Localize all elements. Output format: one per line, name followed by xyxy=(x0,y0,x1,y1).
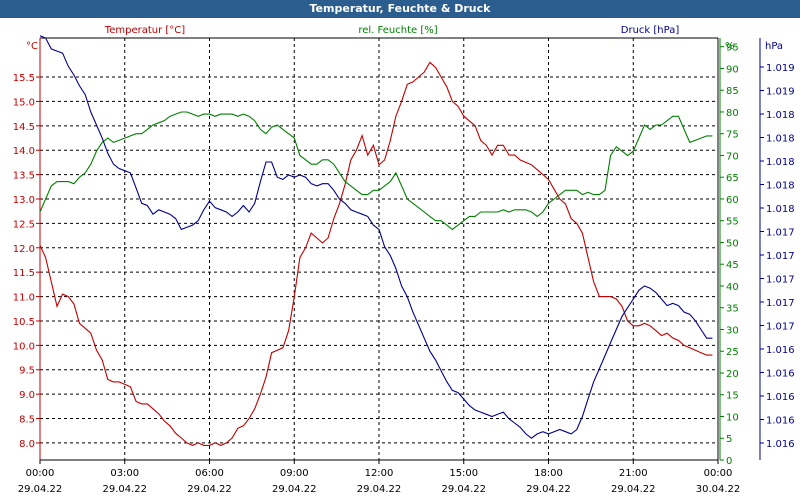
humidity-tick-label: 95 xyxy=(726,43,739,54)
x-tick-time-label: 00:00 xyxy=(26,468,55,479)
humidity-line xyxy=(39,111,713,231)
pressure-tick-label: 1.016 xyxy=(766,439,795,450)
x-tick-date-label: 29.04.22 xyxy=(611,484,656,495)
pressure-tick-label: 1.019 xyxy=(766,87,795,98)
temperature-tick-label: 14.0 xyxy=(13,146,35,157)
humidity-tick-label: 55 xyxy=(726,217,739,228)
x-tick-date-label: 29.04.22 xyxy=(102,484,147,495)
pressure-tick-label: 1.016 xyxy=(766,416,795,427)
temperature-tick-label: 14.5 xyxy=(13,122,35,133)
x-tick-time-label: 18:00 xyxy=(534,468,563,479)
pressure-tick-label: 1.017 xyxy=(766,322,795,333)
pressure-tick-label: 1.017 xyxy=(766,251,795,262)
humidity-tick-label: 65 xyxy=(726,173,739,184)
pressure-tick-label: 1.018 xyxy=(766,134,795,145)
tick-labels: 00:00 29.04.22 03:00 29.04.22 06:00 29.04.22 0… xyxy=(13,43,795,495)
humidity-tick-label: 20 xyxy=(726,369,739,380)
pressure-tick-label: 1.017 xyxy=(766,275,795,286)
pressure-tick-label: 1.016 xyxy=(766,369,795,380)
humidity-tick-label: 5 xyxy=(726,434,732,445)
x-tick-time-label: 21:00 xyxy=(619,468,648,479)
x-tick-time-label: 03:00 xyxy=(110,468,139,479)
temperature-tick-label: 11.0 xyxy=(13,293,35,304)
humidity-tick-label: 90 xyxy=(726,64,739,75)
x-tick-time-label: 12:00 xyxy=(365,468,394,479)
x-tick-date-label: 29.04.22 xyxy=(187,484,232,495)
temperature-tick-label: 12.0 xyxy=(13,244,35,255)
pressure-tick-label: 1.018 xyxy=(766,110,795,121)
x-tick-date-label: 30.04.22 xyxy=(696,484,741,495)
pressure-tick-label: 1.017 xyxy=(766,298,795,309)
humidity-tick-label: 75 xyxy=(726,130,739,141)
x-tick-date-label: 29.04.22 xyxy=(441,484,486,495)
humidity-tick-label: 10 xyxy=(726,412,739,423)
temperature-tick-label: 9.5 xyxy=(19,366,35,377)
humidity-tick-label: 60 xyxy=(726,195,739,206)
humidity-tick-label: 30 xyxy=(726,325,739,336)
humidity-tick-label: 25 xyxy=(726,347,739,358)
pressure-tick-label: 1.017 xyxy=(766,228,795,239)
x-tick-time-label: 09:00 xyxy=(280,468,309,479)
humidity-tick-label: 35 xyxy=(726,304,739,315)
legend-temperature: Temperatur [°C] xyxy=(104,25,185,36)
grid xyxy=(40,38,718,460)
humidity-tick-label: 50 xyxy=(726,238,739,249)
temperature-tick-label: 8.0 xyxy=(19,439,35,450)
window-titlebar: Temperatur, Feuchte & Druck xyxy=(0,0,800,18)
x-tick-time-label: 00:00 xyxy=(704,468,733,479)
temperature-tick-label: 15.5 xyxy=(13,73,35,84)
temperature-tick-label: 8.5 xyxy=(19,415,35,426)
series xyxy=(39,35,713,447)
temperature-tick-label: 12.5 xyxy=(13,219,35,230)
temperature-tick-label: 11.5 xyxy=(13,268,35,279)
temperature-tick-label: 15.0 xyxy=(13,97,35,108)
temperature-tick-label: 10.0 xyxy=(13,341,35,352)
x-tick-date-label: 29.04.22 xyxy=(526,484,571,495)
x-tick-date-label: 29.04.22 xyxy=(18,484,63,495)
x-tick-date-label: 29.04.22 xyxy=(357,484,402,495)
humidity-tick-label: 70 xyxy=(726,151,739,162)
humidity-axis-unit: % xyxy=(725,41,735,52)
temperature-tick-label: 13.5 xyxy=(13,171,35,182)
x-tick-time-label: 06:00 xyxy=(195,468,224,479)
pressure-axis-unit: hPa xyxy=(765,41,783,52)
pressure-tick-label: 1.016 xyxy=(766,345,795,356)
humidity-tick-label: 15 xyxy=(726,391,739,402)
temperature-tick-label: 9.0 xyxy=(19,390,35,401)
x-tick-time-label: 15:00 xyxy=(449,468,478,479)
temperature-axis-unit: °C xyxy=(26,41,38,52)
temperature-tick-label: 13.0 xyxy=(13,195,35,206)
legend-pressure: Druck [hPa] xyxy=(621,25,680,36)
pressure-tick-label: 1.016 xyxy=(766,392,795,403)
pressure-line xyxy=(39,35,713,439)
humidity-tick-label: 80 xyxy=(726,108,739,119)
chart-title: Temperatur, Feuchte & Druck xyxy=(309,2,491,15)
humidity-tick-label: 40 xyxy=(726,282,739,293)
humidity-tick-label: 45 xyxy=(726,260,739,271)
pressure-tick-label: 1.018 xyxy=(766,181,795,192)
temperature-line xyxy=(39,61,713,447)
temperature-tick-label: 10.5 xyxy=(13,317,35,328)
x-tick-date-label: 29.04.22 xyxy=(272,484,317,495)
pressure-tick-label: 1.018 xyxy=(766,157,795,168)
pressure-tick-label: 1.019 xyxy=(766,63,795,74)
humidity-tick-label: 85 xyxy=(726,86,739,97)
legend-humidity: rel. Feuchte [%] xyxy=(358,25,437,36)
humidity-tick-label: 0 xyxy=(726,456,732,467)
pressure-tick-label: 1.018 xyxy=(766,204,795,215)
